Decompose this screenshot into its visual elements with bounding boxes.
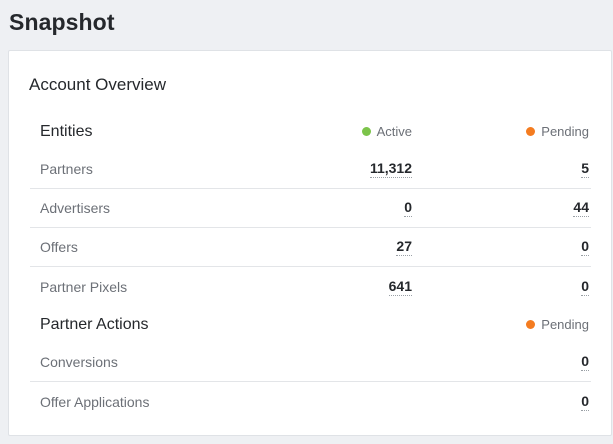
pending-status-dot-icon — [526, 320, 536, 329]
active-label: Active — [376, 124, 412, 139]
table-row-partners: Partners 11,312 5 — [30, 150, 591, 189]
page-title: Snapshot — [9, 9, 115, 35]
active-status-dot-icon — [361, 127, 371, 136]
row-label: Offers — [40, 239, 78, 255]
active-count-link[interactable]: 11,312 — [369, 160, 412, 178]
row-label: Partner Pixels — [40, 278, 128, 295]
table-row-advertisers: Advertisers 0 44 — [30, 189, 591, 228]
pending-count-link[interactable]: 0 — [581, 353, 589, 371]
partner-actions-header: Partner Actions — [40, 315, 149, 333]
active-count-link[interactable]: 27 — [396, 238, 412, 256]
pending-column-header: Pending — [526, 124, 589, 139]
pending-status-dot-icon — [526, 127, 536, 136]
table-row-conversions: Conversions 0 — [30, 343, 591, 382]
row-label: Partners — [40, 161, 93, 177]
account-overview-card: Account Overview Entities Active Pending… — [8, 50, 612, 436]
row-label: Advertisers — [40, 200, 111, 216]
table-row-offer-applications: Offer Applications 0 — [30, 382, 591, 421]
pending-label: Pending — [541, 124, 589, 139]
partner-actions-header-row: Partner Actions Pending — [30, 306, 591, 343]
active-column-header: Active — [361, 124, 412, 139]
pending-count-link[interactable]: 0 — [581, 238, 589, 256]
pending-column-header: Pending — [526, 317, 589, 332]
active-count-link[interactable]: 641 — [388, 277, 412, 296]
pending-label: Pending — [541, 317, 589, 332]
pending-count-link[interactable]: 5 — [581, 160, 589, 178]
pending-count-link[interactable]: 0 — [581, 277, 589, 296]
table-row-partner-pixels: Partner Pixels 641 0 — [30, 267, 591, 306]
table-row-offers: Offers 27 0 — [30, 228, 591, 267]
entities-header: Entities — [40, 122, 93, 140]
row-label: Conversions — [40, 354, 118, 370]
active-count-link[interactable]: 0 — [404, 199, 412, 217]
pending-count-link[interactable]: 44 — [573, 199, 589, 217]
pending-count-link[interactable]: 0 — [581, 392, 589, 411]
entities-header-row: Entities Active Pending — [30, 113, 591, 150]
row-label: Offer Applications — [40, 393, 150, 410]
overview-table: Entities Active Pending Partners 11,312 … — [30, 113, 591, 421]
card-title: Account Overview — [29, 75, 166, 94]
